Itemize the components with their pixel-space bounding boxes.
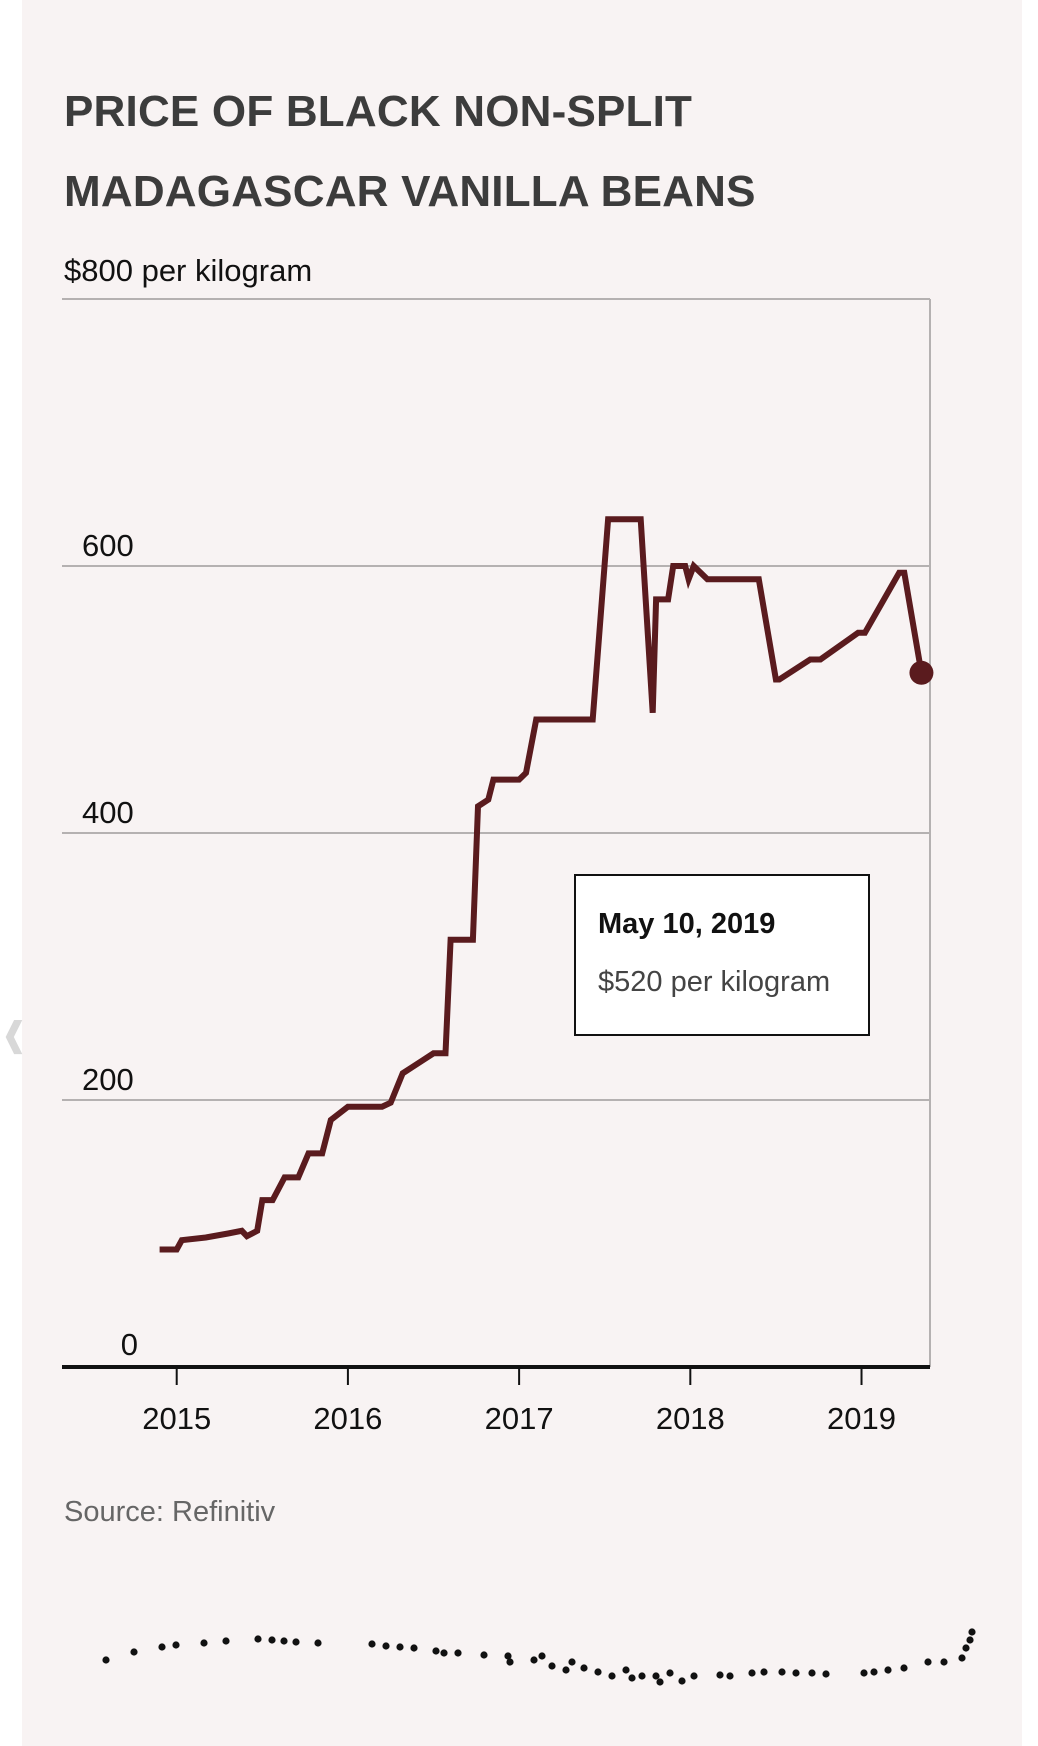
trail-dot-23 xyxy=(548,1662,556,1670)
y-tick-label-400: 400 xyxy=(82,795,134,830)
tooltip: May 10, 2019 $520 per kilogram xyxy=(574,874,870,1036)
chart-title: PRICE OF BLACK NON-SPLIT MADAGASCAR VANI… xyxy=(64,87,756,216)
trail-dot-43 xyxy=(808,1669,816,1677)
trail-dot-35 xyxy=(678,1677,686,1685)
x-tick-label-2016: 2016 xyxy=(313,1401,382,1436)
trail-dot-48 xyxy=(900,1664,908,1672)
y-tick-labels: 200 400 600 0 xyxy=(82,528,138,1362)
trail-dot-49 xyxy=(924,1658,932,1666)
y-axis-unit-label: $800 per kilogram xyxy=(64,253,313,288)
source-note: Source: Refinitiv xyxy=(64,1496,276,1528)
trail-dot-25 xyxy=(568,1658,576,1666)
trail-dot-20 xyxy=(506,1658,514,1666)
trail-dot-21 xyxy=(530,1656,538,1664)
trail-dot-18 xyxy=(480,1651,488,1659)
tooltip-value: $520 per kilogram xyxy=(598,966,831,998)
x-tick-label-2019: 2019 xyxy=(827,1401,896,1436)
trail-dot-40 xyxy=(760,1668,768,1676)
trail-dot-15 xyxy=(432,1647,440,1655)
trail-dot-8 xyxy=(280,1637,288,1645)
trail-dot-26 xyxy=(580,1664,588,1672)
x-tick-label-2017: 2017 xyxy=(485,1401,554,1436)
trail-dot-3 xyxy=(172,1641,180,1649)
series-lines xyxy=(159,516,925,1253)
chart-card xyxy=(22,0,1022,1746)
trail-dot-10 xyxy=(314,1639,322,1647)
end-point-dot-0 xyxy=(909,660,934,685)
trail-dot-45 xyxy=(860,1669,868,1677)
scroll-indicator-dots xyxy=(102,1628,976,1686)
trail-dot-28 xyxy=(608,1672,616,1680)
gridlines xyxy=(62,298,931,1369)
trail-dot-6 xyxy=(254,1635,262,1643)
trail-dot-24 xyxy=(562,1666,570,1674)
trail-dot-44 xyxy=(822,1670,830,1678)
trail-dot-53 xyxy=(966,1636,974,1644)
trail-dot-52 xyxy=(962,1644,970,1652)
trail-dot-42 xyxy=(792,1669,800,1677)
trail-dot-14 xyxy=(410,1644,418,1652)
trail-dot-16 xyxy=(440,1649,448,1657)
y-tick-label-600: 600 xyxy=(82,528,134,563)
trail-dot-36 xyxy=(690,1672,698,1680)
trail-dot-5 xyxy=(222,1637,230,1645)
y-tick-label-200: 200 xyxy=(82,1062,134,1097)
trail-dot-9 xyxy=(292,1638,300,1646)
trail-dot-22 xyxy=(538,1652,546,1660)
trail-dot-27 xyxy=(594,1668,602,1676)
trail-dot-7 xyxy=(268,1636,276,1644)
trail-dot-46 xyxy=(870,1668,878,1676)
trail-dot-13 xyxy=(396,1643,404,1651)
trail-dot-54 xyxy=(968,1628,976,1636)
trail-dot-38 xyxy=(726,1672,734,1680)
trail-dot-41 xyxy=(778,1668,786,1676)
trail-dot-11 xyxy=(368,1640,376,1648)
x-ticks: 2015 2016 2017 2018 2019 xyxy=(142,1367,896,1436)
trail-dot-39 xyxy=(748,1669,756,1677)
trail-dot-51 xyxy=(958,1654,966,1662)
trail-dot-30 xyxy=(628,1674,636,1682)
x-tick-label-2018: 2018 xyxy=(656,1401,725,1436)
x-tick-label-2015: 2015 xyxy=(142,1401,211,1436)
trail-dot-50 xyxy=(940,1658,948,1666)
trail-dot-1 xyxy=(130,1648,138,1656)
trail-dot-29 xyxy=(622,1666,630,1674)
trail-dot-34 xyxy=(666,1669,674,1677)
y-tick-label-0: 0 xyxy=(121,1327,138,1362)
end-point-markers xyxy=(909,660,934,685)
trail-dot-2 xyxy=(158,1643,166,1651)
trail-dot-31 xyxy=(638,1672,646,1680)
trail-dot-4 xyxy=(200,1639,208,1647)
trail-dot-33 xyxy=(656,1678,664,1686)
trail-dot-0 xyxy=(102,1656,110,1664)
trail-dot-19 xyxy=(504,1652,512,1660)
trail-dot-17 xyxy=(454,1649,462,1657)
tooltip-date: May 10, 2019 xyxy=(598,908,776,940)
series-line-0 xyxy=(159,516,925,1253)
trail-dot-47 xyxy=(884,1666,892,1674)
trail-dot-37 xyxy=(716,1671,724,1679)
trail-dot-32 xyxy=(652,1672,660,1680)
trail-dot-12 xyxy=(382,1642,390,1650)
